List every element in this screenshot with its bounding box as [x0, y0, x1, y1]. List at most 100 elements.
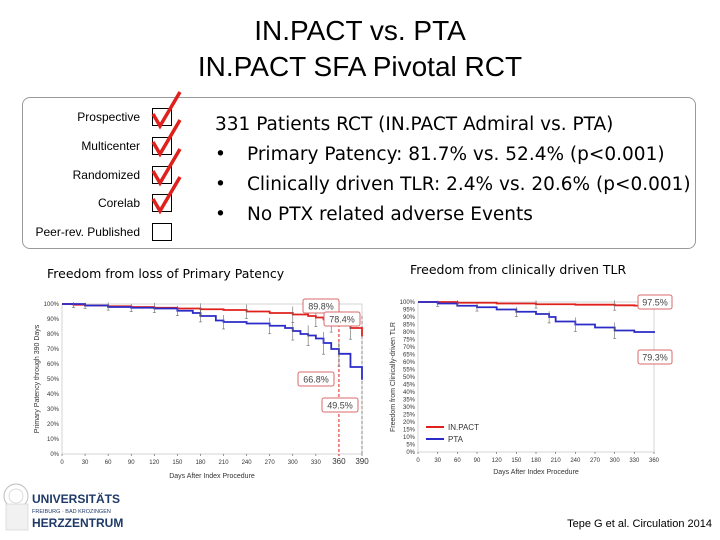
x-tick-label: 90: [474, 458, 481, 464]
y-tick-label: 30%: [403, 405, 416, 411]
citation: Tepe G et al. Circulation 2014: [567, 518, 712, 530]
y-tick-label: 45%: [403, 383, 416, 389]
legend-label: IN.PACT: [448, 423, 479, 432]
x-tick-label: 90: [128, 460, 135, 466]
y-tick-label: 0%: [50, 452, 59, 458]
criterion-label: Multicenter: [81, 139, 140, 153]
summary-bullet: No PTX related adverse Events: [215, 200, 691, 230]
slide-title-line1: IN.PACT vs. PTA: [254, 15, 466, 46]
y-tick-label: 30%: [47, 407, 60, 413]
chart-title-tlr: Freedom from clinically driven TLR: [410, 262, 627, 277]
x-tick-label: 150: [172, 460, 183, 466]
x-tick-label: 0: [416, 458, 420, 464]
x-tick-label: 390: [355, 457, 369, 466]
y-tick-label: 95%: [403, 308, 416, 314]
y-tick-label: 10%: [403, 435, 416, 441]
x-tick-label: 30: [434, 458, 441, 464]
criterion-label: Peer-rev. Published: [35, 225, 141, 239]
x-axis-label: Days After Index Procedure: [493, 469, 579, 476]
x-tick-label: 180: [531, 458, 542, 464]
y-tick-label: 100%: [400, 300, 416, 306]
y-tick-label: 0%: [406, 450, 415, 456]
y-tick-label: 70%: [47, 347, 60, 353]
y-tick-label: 65%: [403, 353, 416, 359]
tlr-chart: 0%5% 10%15% 20%25% 30%35% 40%45% 50%55% 60%65%…: [390, 294, 673, 476]
logo-line2: FREIBURG · BAD KROZINGEN: [32, 509, 111, 515]
summary-heading: 331 Patients RCT (IN.PACT Admiral vs. PT…: [215, 114, 614, 135]
x-tick-label: 240: [242, 460, 253, 466]
y-tick-label: 25%: [403, 413, 416, 419]
x-tick-label: 210: [219, 460, 230, 466]
x-tick-label: 240: [570, 458, 581, 464]
x-tick-label: 120: [149, 460, 160, 466]
x-tick-label: 60: [105, 460, 112, 466]
logo-line1: UNIVERSITÄTS: [32, 491, 120, 506]
criterion-label: Randomized: [72, 168, 140, 182]
x-tick-label: 300: [610, 458, 621, 464]
y-tick-label: 10%: [47, 437, 60, 443]
callout-label: 97.5%: [642, 298, 668, 308]
legend-label: PTA: [448, 435, 464, 444]
y-tick-label: 60%: [403, 360, 416, 366]
x-tick-label: 270: [590, 458, 601, 464]
y-tick-label: 50%: [47, 377, 60, 383]
logo-line3: HERZZENTRUM: [32, 516, 123, 530]
y-tick-label: 40%: [403, 390, 416, 396]
x-tick-label: 30: [82, 460, 89, 466]
y-tick-label: 20%: [47, 422, 60, 428]
callout-label: 79.3%: [642, 353, 668, 363]
series-line-inpact: [418, 301, 655, 307]
y-tick-label: 50%: [403, 375, 416, 381]
y-tick-label: 55%: [403, 368, 416, 374]
y-tick-label: 90%: [47, 317, 60, 323]
y-tick-label: 20%: [403, 420, 416, 426]
criterion-label: Prospective: [77, 110, 140, 124]
patency-chart: 0% 10% 20% 30% 40% 50% 60% 70% 80% 90% 100% 0 30 60 9…: [34, 298, 369, 480]
y-axis-label: Primary Patency through 390 Days: [34, 324, 41, 433]
callout-78-4: 78.4%: [323, 311, 361, 327]
checkmark-icon: [151, 119, 182, 158]
y-tick-label: 75%: [403, 338, 416, 344]
x-tick-label: 180: [195, 460, 206, 466]
callout-label: 89.8%: [308, 302, 334, 312]
x-tick-label: 150: [511, 458, 522, 464]
y-tick-label: 90%: [403, 315, 416, 321]
summary-bullet: Primary Patency: 81.7% vs. 52.4% (p<0.00…: [215, 140, 691, 170]
y-tick-label: 70%: [403, 345, 416, 351]
callout-label: 78.4%: [329, 315, 355, 325]
callout-label: 66.8%: [303, 375, 329, 385]
callout-49-5: 49.5%: [321, 397, 359, 413]
callout-89-8: 89.8%: [302, 298, 340, 314]
callout-97-5: 97.5%: [637, 294, 673, 310]
x-tick-label: 360: [649, 458, 660, 464]
callout-label: 49.5%: [327, 401, 353, 411]
y-tick-label: 80%: [403, 330, 416, 336]
university-logo: UNIVERSITÄTS FREIBURG · BAD KROZINGEN HE…: [3, 483, 123, 531]
checkmark-icon: [151, 176, 182, 215]
summary-panel: [22, 97, 696, 249]
x-tick-label: 0: [60, 460, 64, 466]
checkmark-icon: [151, 148, 182, 187]
y-tick-label: 5%: [406, 443, 415, 449]
x-tick-label: 120: [492, 458, 503, 464]
chart-title-patency: Freedom from loss of Primary Patency: [47, 266, 285, 281]
criterion-label: Corelab: [97, 196, 140, 210]
y-tick-label: 35%: [403, 398, 416, 404]
y-tick-label: 60%: [47, 362, 60, 368]
x-tick-label: 360: [332, 457, 346, 466]
callout-79-3: 79.3%: [637, 349, 673, 365]
y-tick-label: 100%: [44, 302, 60, 308]
checkmark-icon: [151, 91, 182, 130]
x-tick-label: 270: [265, 460, 276, 466]
x-axis-label: Days After Index Procedure: [169, 473, 255, 480]
legend: IN.PACT PTA: [426, 423, 479, 444]
y-tick-label: 15%: [403, 428, 416, 434]
x-tick-label: 300: [288, 460, 299, 466]
summary-bullet: Clinically driven TLR: 2.4% vs. 20.6% (p…: [215, 170, 691, 200]
y-tick-label: 85%: [403, 323, 416, 329]
y-tick-label: 80%: [47, 332, 60, 338]
y-axis-label: Freedom from Clinically-driven TLR: [390, 322, 397, 432]
x-tick-label: 330: [311, 460, 322, 466]
x-tick-label: 330: [629, 458, 640, 464]
x-tick-label: 60: [454, 458, 461, 464]
